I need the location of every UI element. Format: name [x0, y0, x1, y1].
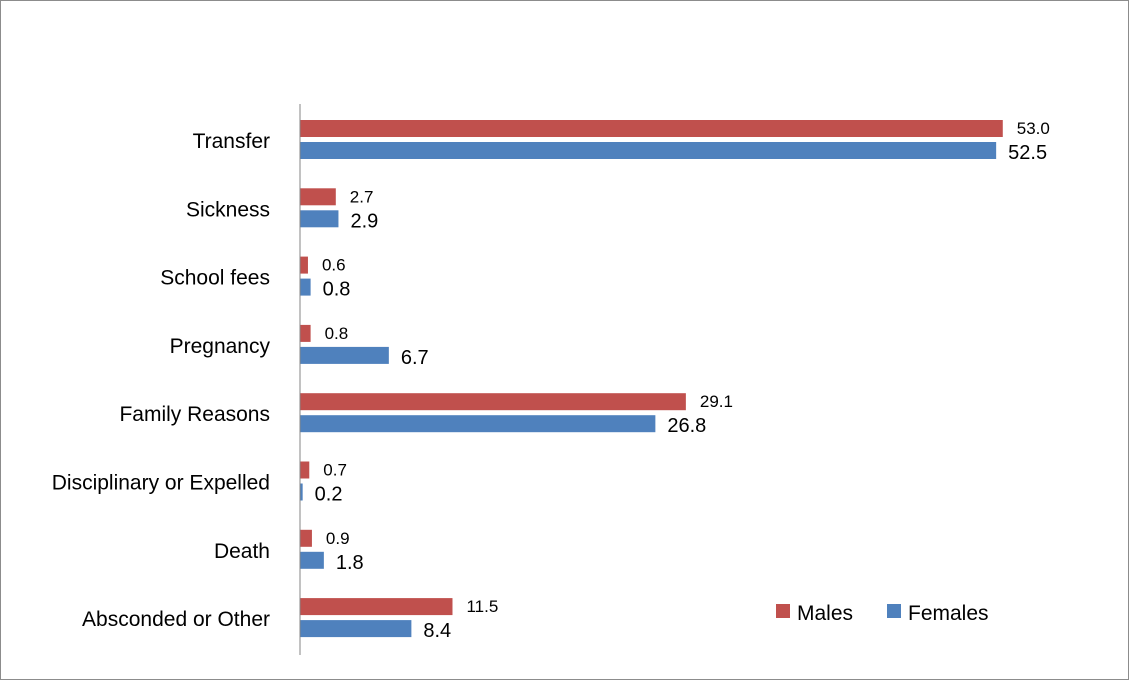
bar-females-absconded-or-other: [300, 620, 412, 638]
bar-males-death: [300, 529, 312, 547]
value-label-females-school-fees: 0.8: [323, 279, 351, 301]
value-label-males-death: 0.9: [326, 529, 350, 548]
category-label-family-reasons: Family Reasons: [119, 403, 270, 426]
category-label-disciplinary-or-expelled: Disciplinary or Expelled: [52, 472, 270, 495]
bar-males-disciplinary-or-expelled: [300, 461, 310, 479]
value-label-females-transfer: 52.5: [1008, 142, 1047, 164]
legend-label-males: Males: [797, 602, 853, 625]
category-label-pregnancy: Pregnancy: [170, 335, 271, 358]
bar-males-transfer: [300, 120, 1003, 137]
bar-males-school-fees: [300, 256, 308, 274]
value-label-females-family-reasons: 26.8: [667, 415, 706, 437]
bar-males-sickness: [300, 188, 336, 206]
value-label-males-absconded-or-other: 11.5: [466, 597, 498, 616]
value-label-males-pregnancy: 0.8: [325, 324, 349, 343]
bar-females-pregnancy: [300, 346, 389, 364]
category-label-absconded-or-other: Absconded or Other: [82, 608, 270, 631]
value-label-females-disciplinary-or-expelled: 0.2: [315, 484, 343, 506]
value-label-males-school-fees: 0.6: [322, 256, 346, 275]
bar-females-family-reasons: [300, 415, 656, 433]
value-label-females-death: 1.8: [336, 552, 364, 574]
bar-females-disciplinary-or-expelled: [300, 483, 303, 501]
bar-females-sickness: [300, 210, 339, 228]
legend-swatch-males: [776, 604, 790, 618]
bar-males-pregnancy: [300, 324, 311, 342]
bar-females-death: [300, 551, 324, 569]
category-label-sickness: Sickness: [186, 198, 270, 221]
bar-males-family-reasons: [300, 393, 686, 411]
legend-label-females: Females: [908, 602, 989, 625]
bar-males-absconded-or-other: [300, 598, 453, 616]
category-label-transfer: Transfer: [193, 130, 270, 153]
category-label-school-fees: School fees: [160, 267, 270, 290]
value-label-males-sickness: 2.7: [350, 187, 374, 206]
value-label-males-disciplinary-or-expelled: 0.7: [323, 461, 347, 480]
value-label-males-family-reasons: 29.1: [700, 392, 733, 411]
value-label-females-sickness: 2.9: [350, 210, 378, 232]
bar-females-school-fees: [300, 278, 311, 296]
bar-females-transfer: [300, 142, 997, 159]
value-label-males-transfer: 53.0: [1017, 119, 1050, 138]
value-label-females-pregnancy: 6.7: [401, 347, 429, 369]
category-label-death: Death: [214, 540, 270, 563]
value-label-females-absconded-or-other: 8.4: [423, 620, 451, 642]
legend-swatch-females: [887, 604, 901, 618]
